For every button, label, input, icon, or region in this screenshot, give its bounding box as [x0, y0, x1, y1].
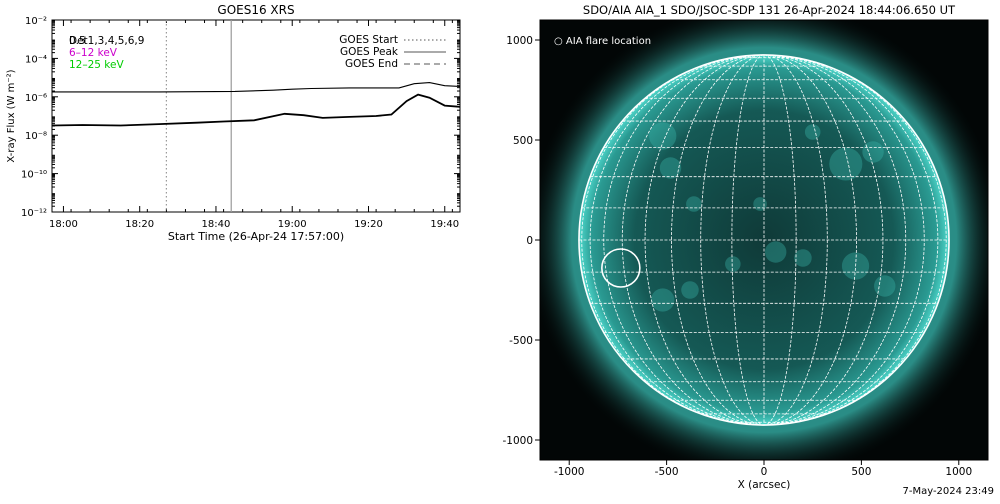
series-label: 6–12 keV [69, 47, 118, 59]
active-region [874, 275, 896, 297]
series-label: 12–25 keV [69, 59, 124, 71]
series-label: Det1,3,4,5,6,9 [69, 35, 144, 47]
active-region [681, 281, 699, 299]
longitude-line [621, 54, 765, 426]
legend-label: GOES Peak [340, 46, 399, 58]
longitude-line [671, 54, 765, 426]
longitude-line [763, 54, 828, 426]
goes-xrs-chart: GOES16 XRS 10⁻² 10⁻⁴ 10⁻⁶ 10⁻⁸ 10⁻¹⁰ 10⁻¹²18:0… [6, 3, 461, 243]
longitude-line [589, 54, 765, 426]
x-tick-label: 18:40 [202, 219, 231, 230]
active-region [725, 256, 741, 272]
y-tick-label: -1000 [502, 435, 533, 447]
active-region [794, 249, 812, 267]
active-region [862, 141, 884, 163]
longitude-line [763, 54, 907, 426]
x-tick-label: 500 [851, 466, 871, 478]
active-region [686, 196, 702, 212]
x-tick-label: 18:20 [125, 219, 154, 230]
longitude-line [731, 54, 765, 426]
active-region [753, 197, 767, 211]
longitude-line [763, 54, 884, 426]
goes-xrs-panel: GOES16 XRS 10⁻² 10⁻⁴ 10⁻⁶ 10⁻⁸ 10⁻¹⁰ 10⁻¹² 18:0… [0, 0, 480, 260]
active-region [649, 122, 677, 150]
flux-series-long [52, 82, 461, 93]
x-axis-label: Start Time (26-Apr-24 17:57:00) [168, 230, 344, 243]
longitude-line [644, 54, 765, 426]
active-region [764, 241, 787, 263]
y-tick-label: -500 [509, 335, 533, 347]
legend-label: GOES End [345, 58, 398, 70]
flare-legend: ○ AIA flare location [554, 36, 651, 47]
image-area [540, 20, 988, 460]
longitude-line [603, 54, 765, 426]
x-tick-label: -1000 [554, 466, 585, 478]
y-tick-label: 10⁻¹² [21, 208, 47, 219]
x-tick-label: 19:00 [278, 219, 307, 230]
generation-timestamp: 7-May-2024 23:49 [902, 486, 994, 497]
aia-image-panel: SDO/AIA AIA_1 SDO/JSOC-SDP 131 26-Apr-20… [500, 0, 1000, 500]
y-tick-label: 10⁻⁶ [25, 93, 47, 104]
y-tick-label: 10⁻² [25, 16, 47, 27]
active-region [651, 288, 675, 312]
active-region [829, 147, 863, 181]
active-region [659, 157, 682, 179]
active-region [804, 124, 821, 140]
y-axis-label: X-ray Flux (W m⁻²) [6, 69, 17, 162]
series-label-overlap: 0.5 [69, 35, 86, 47]
y-tick-label: 10⁻⁴ [25, 54, 47, 65]
flux-series-short [51, 93, 461, 127]
chart-title: GOES16 XRS [217, 3, 294, 17]
aia-title: SDO/AIA AIA_1 SDO/JSOC-SDP 131 26-Apr-20… [583, 3, 956, 17]
longitude-line [763, 54, 797, 426]
y-tick-label: 0 [526, 235, 533, 247]
y-tick-label: 10⁻⁸ [25, 131, 47, 142]
x-axis-label: X (arcsec) [738, 479, 791, 491]
x-tick-label: -500 [655, 466, 679, 478]
legend-label: GOES Start [339, 34, 398, 46]
plot-frame [51, 19, 461, 213]
longitude-line [700, 54, 765, 426]
x-tick-label: 0 [761, 466, 768, 478]
longitude-line [763, 54, 939, 426]
x-tick-label: 1000 [945, 466, 972, 478]
aia-solar-disk-chart: SDO/AIA AIA_1 SDO/JSOC-SDP 131 26-Apr-20… [502, 3, 989, 491]
y-tick-label: 10⁻¹⁰ [21, 170, 47, 181]
x-tick-label: 19:20 [354, 219, 383, 230]
flare-location-circle [601, 248, 641, 288]
y-tick-label: 1000 [506, 35, 533, 47]
longitude-line [763, 54, 857, 426]
longitude-line [763, 54, 925, 426]
limb-circle [578, 54, 950, 426]
x-tick-label: 19:40 [430, 219, 459, 230]
x-tick-label: 18:00 [49, 219, 78, 230]
y-tick-label: 500 [513, 135, 533, 147]
